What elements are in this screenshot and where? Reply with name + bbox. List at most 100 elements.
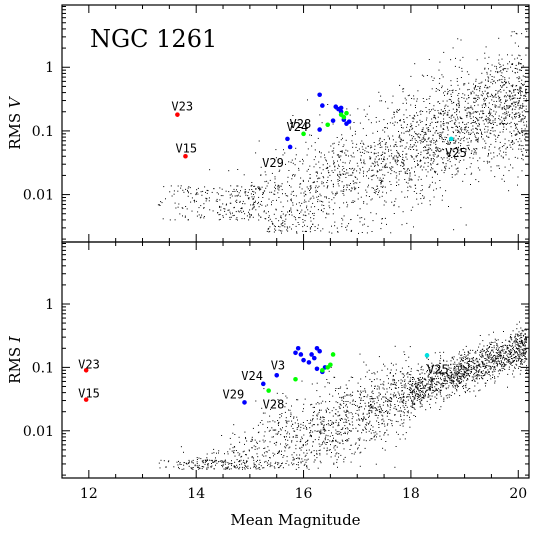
field-star-point	[376, 371, 378, 373]
field-star-point	[503, 123, 505, 124]
field-star-point	[230, 202, 232, 204]
field-star-point	[513, 350, 515, 351]
field-star-point	[395, 384, 397, 386]
field-star-point	[441, 137, 443, 139]
field-star-point	[268, 430, 270, 432]
field-star-point	[499, 66, 501, 68]
field-star-point	[364, 447, 366, 449]
field-star-point	[351, 140, 353, 142]
field-star-point	[484, 131, 486, 133]
field-star-point	[371, 175, 373, 177]
field-star-point	[473, 87, 475, 89]
field-star-point	[429, 111, 431, 112]
field-star-point	[442, 76, 444, 78]
field-star-point	[493, 360, 495, 361]
field-star-point	[282, 393, 284, 394]
field-star-point	[525, 351, 527, 353]
field-star-point	[337, 183, 339, 185]
field-star-point	[486, 345, 488, 347]
field-star-point	[501, 370, 503, 372]
field-star-point	[414, 404, 416, 405]
field-star-point	[508, 366, 510, 368]
field-star-point	[285, 417, 287, 419]
field-star-point	[427, 374, 429, 376]
field-star-point	[279, 417, 281, 419]
field-star-point	[402, 127, 404, 129]
field-star-point	[314, 430, 316, 432]
field-star-point	[488, 106, 489, 108]
field-star-point	[490, 368, 492, 370]
field-star-point	[309, 227, 311, 229]
field-star-point	[220, 460, 222, 462]
field-star-point	[305, 193, 306, 195]
field-star-point	[443, 351, 445, 353]
field-star-point	[395, 141, 397, 143]
field-star-point	[332, 423, 334, 425]
field-star-point	[264, 171, 266, 173]
field-star-point	[503, 117, 505, 119]
field-star-point	[446, 114, 448, 116]
field-star-point	[498, 352, 500, 354]
field-star-point	[362, 420, 364, 422]
field-star-point	[320, 421, 322, 423]
field-star-point	[512, 348, 514, 349]
field-star-point	[503, 363, 505, 365]
field-star-point	[493, 345, 495, 347]
field-star-point	[427, 162, 429, 164]
field-star-point	[454, 363, 456, 365]
field-star-point	[519, 353, 521, 355]
field-star-point	[206, 457, 208, 459]
field-star-point	[521, 67, 523, 69]
field-star-point	[345, 384, 347, 386]
field-star-point	[509, 362, 511, 364]
field-star-point	[512, 348, 514, 350]
field-star-point	[427, 171, 429, 173]
field-star-point	[498, 153, 500, 155]
field-star-point	[519, 132, 521, 134]
field-star-point	[426, 124, 427, 125]
field-star-point	[352, 142, 354, 144]
field-star-point	[425, 157, 427, 159]
field-star-point	[446, 381, 448, 383]
field-star-point	[384, 365, 386, 367]
field-star-point	[381, 146, 383, 148]
field-star-point	[305, 215, 307, 217]
field-star-point	[344, 431, 346, 433]
field-star-point	[493, 124, 494, 125]
field-star-point	[337, 441, 339, 443]
field-star-point	[506, 354, 508, 356]
field-star-point	[434, 115, 436, 117]
field-star-point	[368, 410, 370, 412]
field-star-point	[403, 121, 405, 123]
field-star-point	[302, 163, 304, 165]
field-star-point	[351, 413, 353, 415]
field-star-point	[444, 166, 445, 168]
field-star-point	[333, 163, 335, 165]
field-star-point	[525, 337, 527, 339]
field-star-point	[522, 353, 524, 355]
field-star-point	[397, 400, 398, 402]
field-star-point	[511, 112, 513, 114]
field-star-point	[292, 459, 294, 461]
field-star-point	[500, 65, 502, 67]
field-star-point	[454, 385, 456, 387]
field-star-point	[343, 401, 345, 402]
field-star-point	[375, 121, 377, 123]
field-star-point	[364, 163, 366, 165]
field-star-point	[471, 376, 473, 378]
field-star-point	[320, 431, 322, 433]
field-star-point	[439, 151, 441, 153]
field-star-point	[380, 411, 382, 413]
field-star-point	[216, 200, 218, 202]
field-star-point	[487, 96, 489, 98]
field-star-point	[444, 170, 446, 171]
field-star-point	[311, 383, 313, 385]
field-star-point	[405, 405, 407, 406]
field-star-point	[285, 395, 287, 397]
field-star-point	[424, 139, 426, 141]
field-star-point	[271, 172, 273, 174]
field-star-point	[518, 69, 520, 71]
field-star-point	[459, 395, 461, 397]
field-star-point	[432, 151, 434, 153]
field-star-point	[476, 365, 478, 367]
